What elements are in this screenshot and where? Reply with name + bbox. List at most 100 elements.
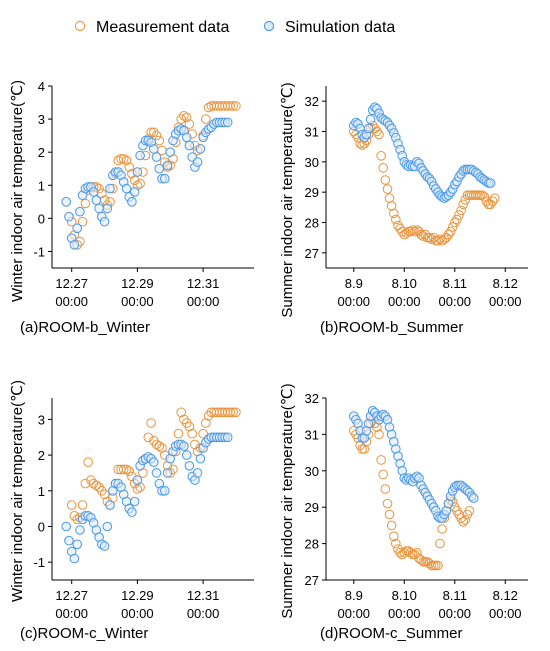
measurement-point — [437, 524, 447, 534]
y-axis-title: Summer indoor air temperature(℃) — [279, 82, 296, 317]
measurement-point — [378, 163, 389, 173]
y-tick-label: 3 — [38, 112, 45, 127]
y-tick-label: 2 — [38, 448, 45, 463]
measurement-point — [407, 225, 418, 235]
measurement-point — [99, 489, 110, 500]
legend-simulation-label: Simulation data — [285, 19, 395, 36]
x-tick-time: 00:00 — [55, 294, 88, 309]
y-tick-label: 29 — [305, 500, 319, 515]
y-tick-label: 0 — [38, 519, 45, 534]
x-tick-date: 8.12 — [493, 588, 518, 603]
x-tick-time: 00:00 — [55, 606, 88, 621]
y-axis-title: Winter indoor air temperature(℃) — [9, 80, 26, 302]
simulation-point — [102, 203, 113, 214]
simulation-point — [105, 500, 115, 510]
measurement-point — [146, 127, 156, 138]
measurement-point — [91, 480, 102, 491]
measurement-point — [376, 151, 386, 161]
x-tick-date: 12.31 — [187, 276, 220, 291]
measurement-point — [376, 455, 386, 465]
panel-b-room-b-summer: Summer indoor air temperature(℃) (b)ROOM… — [279, 82, 528, 336]
measurement-point — [176, 407, 186, 418]
x-tick-date: 8.10 — [392, 276, 417, 291]
x-tick-date: 8.12 — [493, 276, 518, 291]
simulation-point — [363, 123, 374, 134]
y-tick-label: 30 — [305, 464, 319, 479]
measurement-point — [149, 127, 159, 138]
measurement-point — [179, 414, 189, 425]
panel-d-room-c-summer: Summer indoor air temperature(℃) (d)ROOM… — [279, 383, 528, 642]
panel-caption: (d)ROOM-c_Summer — [320, 625, 463, 642]
y-tick-label: 30 — [305, 155, 319, 170]
measurement-point — [118, 154, 129, 164]
measurement-point — [424, 232, 435, 243]
x-tick-date: 12.27 — [55, 588, 88, 603]
measurement-point — [416, 555, 426, 565]
measurement-point — [452, 214, 462, 225]
measurement-point — [121, 155, 132, 166]
y-tick-label: 29 — [305, 185, 319, 200]
simulation-point — [179, 441, 189, 452]
measurement-point — [118, 464, 129, 475]
simulation-point — [69, 553, 80, 564]
legend-simulation-marker — [263, 20, 275, 32]
measurement-point — [391, 214, 401, 225]
measurement-point — [443, 229, 454, 240]
x-tick-time: 00:00 — [489, 294, 522, 309]
measurement-point — [380, 484, 391, 494]
measurement-point — [173, 428, 184, 439]
measurement-point — [412, 547, 422, 558]
measurement-point — [154, 135, 165, 146]
y-tick-label: -1 — [33, 244, 45, 259]
measurement-point — [190, 439, 200, 450]
y-tick-label: 0 — [38, 211, 45, 226]
simulation-point — [160, 486, 170, 496]
measurement-point — [380, 175, 391, 185]
simulation-point — [192, 468, 203, 478]
measurement-point — [231, 407, 241, 418]
measurement-point — [69, 511, 80, 521]
simulation-point — [127, 197, 137, 207]
simulation-point — [61, 521, 71, 532]
simulation-point — [149, 144, 159, 154]
measurement-point — [151, 439, 162, 450]
measurement-point — [184, 119, 195, 129]
y-tick-label: 2 — [38, 145, 45, 160]
measurement-point — [386, 520, 397, 531]
measurement-point — [203, 411, 214, 421]
measurement-point — [121, 464, 132, 475]
x-tick-date: 8.9 — [345, 276, 363, 291]
simulation-point — [75, 206, 85, 217]
measurement-point — [181, 418, 192, 428]
simulation-point — [64, 535, 74, 546]
measurement-point — [86, 475, 96, 485]
simulation-point — [129, 187, 140, 197]
measurement-point — [433, 560, 443, 571]
measurement-point — [77, 216, 88, 227]
measurement-point — [433, 235, 443, 246]
measurement-point — [384, 509, 395, 520]
simulation-point — [121, 183, 132, 194]
measurement-point — [225, 407, 236, 418]
simulation-point — [195, 453, 206, 464]
y-tick-label: 32 — [305, 391, 319, 406]
simulation-point — [105, 183, 115, 194]
simulation-point — [184, 140, 195, 151]
measurement-point — [456, 205, 466, 216]
measurement-point — [405, 547, 416, 558]
simulation-point — [151, 468, 162, 478]
y-tick-label: 4 — [38, 79, 45, 94]
measurement-point — [176, 114, 186, 124]
y-tick-label: 28 — [305, 216, 319, 231]
panel-a-room-b-winter: Winter indoor air temperature(℃) (a)ROOM… — [9, 79, 254, 336]
measurement-point — [187, 428, 197, 439]
simulation-point — [222, 117, 233, 128]
simulation-point — [365, 114, 376, 125]
y-tick-label: 1 — [38, 484, 45, 499]
measurement-point — [416, 229, 426, 240]
simulation-point — [61, 197, 71, 207]
measurement-point — [391, 538, 401, 549]
measurement-point — [458, 517, 469, 527]
simulation-point — [129, 496, 140, 507]
measurement-point — [132, 484, 143, 494]
